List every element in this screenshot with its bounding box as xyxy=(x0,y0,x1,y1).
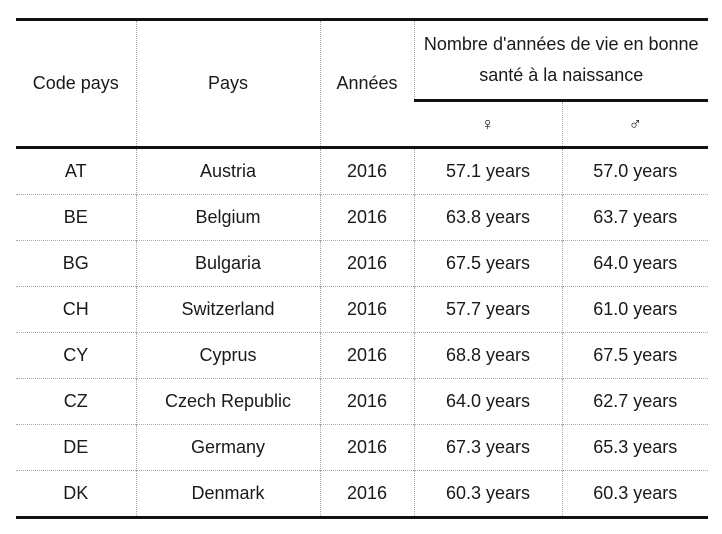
table-cell: CH xyxy=(16,286,136,333)
table-cell: 2016 xyxy=(319,194,414,241)
header-row: ♀ ♂ xyxy=(16,100,708,149)
table-cell: CY xyxy=(16,332,136,379)
header-cell: ♂ xyxy=(561,100,708,149)
table-cell: 62.7 years xyxy=(561,378,708,425)
group-header: Nombre d'années de vie en bonne santé à … xyxy=(413,18,708,102)
table-cell: BG xyxy=(16,240,136,287)
table-cell: 60.3 years xyxy=(561,470,708,519)
table-cell: Cyprus xyxy=(135,332,320,379)
table-cell: 60.3 years xyxy=(413,470,562,519)
table-cell: 2016 xyxy=(319,240,414,287)
header-row: Code pays Pays Années Nombre d'années de… xyxy=(16,18,708,149)
table-cell: Belgium xyxy=(135,194,320,241)
table-cell: CZ xyxy=(16,378,136,425)
table-row: CZ Czech Republic 2016 64.0 years 62.7 years xyxy=(16,378,708,425)
table-cell: 67.5 years xyxy=(413,240,562,287)
table-cell: 57.7 years xyxy=(413,286,562,333)
table-cell: AT xyxy=(64,161,87,181)
table-cell: DK xyxy=(16,470,136,519)
table-cell: 63.7 years xyxy=(561,194,708,241)
table-row: CY Cyprus 2016 68.8 years 67.5 years xyxy=(16,332,708,379)
table-cell: 2016 xyxy=(319,378,414,425)
table-row: DE Germany 2016 67.3 years 65.3 years xyxy=(16,424,708,471)
header-cell: ♀ xyxy=(414,100,562,149)
table-body: AT Austria 2016 57.1 years 57.0 years BE Belgi… xyxy=(16,147,708,519)
table-cell: 64.0 years xyxy=(413,378,562,425)
table-cell: 64.0 years xyxy=(561,240,708,287)
table-cell: 63.8 years xyxy=(413,194,562,241)
table-row: BE Belgium 2016 63.8 years 63.7 years xyxy=(16,194,708,241)
table-row: CH Switzerland 2016 57.7 years 61.0 years xyxy=(16,286,708,333)
table-cell: Denmark xyxy=(135,470,320,519)
table-cell: Bulgaria xyxy=(135,240,320,287)
table-row: AT Austria 2016 57.1 years 57.0 years xyxy=(16,147,708,195)
table-cell: 2016 xyxy=(319,424,414,471)
table-row: DK Denmark 2016 60.3 years 60.3 years xyxy=(16,470,708,519)
table: Code pays Pays Années Nombre d'années de… xyxy=(16,18,708,519)
table-head: Code pays Pays Années Nombre d'années de… xyxy=(16,18,708,149)
table-container: Code pays Pays Années Nombre d'années de… xyxy=(16,18,708,519)
table-cell: BE xyxy=(16,194,136,241)
table-cell: 57.1 years xyxy=(413,147,562,195)
table-row: BG Bulgaria 2016 67.5 years 64.0 years xyxy=(16,240,708,287)
header-cell: Code pays xyxy=(16,18,136,149)
table-cell: DE xyxy=(16,424,136,471)
table-cell: 67.5 years xyxy=(561,332,708,379)
table-cell: 2016 xyxy=(319,147,414,195)
table-cell: 68.8 years xyxy=(413,332,562,379)
table-cell: 61.0 years xyxy=(561,286,708,333)
table-cell: 2016 xyxy=(319,470,414,519)
table-cell: 67.3 years xyxy=(413,424,562,471)
table-cell: 2016 xyxy=(319,332,414,379)
header-cell: Pays xyxy=(135,18,320,149)
table-cell: Germany xyxy=(135,424,320,471)
table-cell: Switzerland xyxy=(135,286,320,333)
table-cell: 65.3 years xyxy=(561,424,708,471)
table-cell: Czech Republic xyxy=(135,378,320,425)
table-cell: 57.0 years xyxy=(561,147,708,195)
table-cell: 2016 xyxy=(319,286,414,333)
table-cell: Austria xyxy=(135,147,320,195)
header-cell: Années xyxy=(319,18,414,149)
